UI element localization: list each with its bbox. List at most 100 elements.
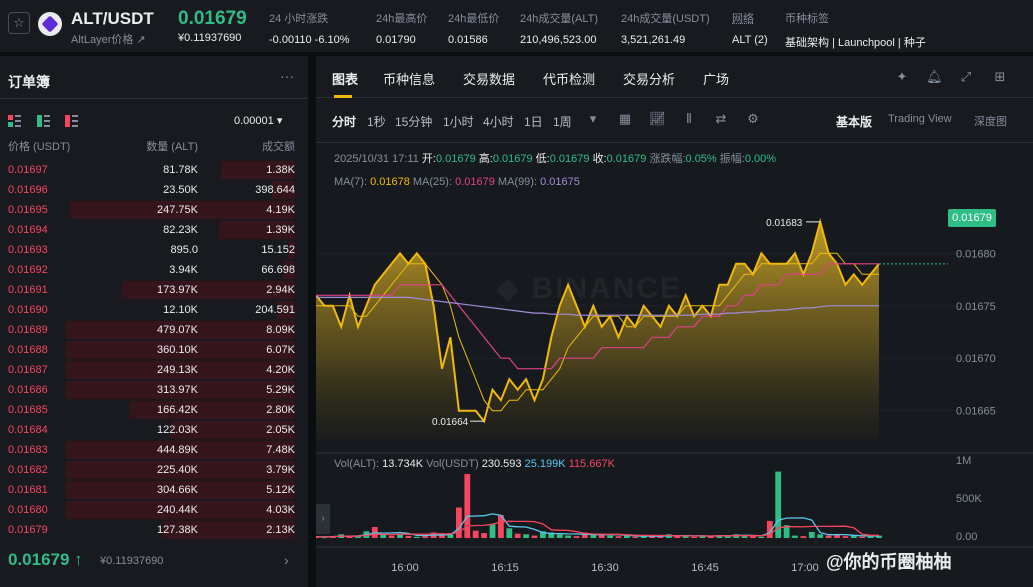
bell-icon[interactable]: 🔔︎ xyxy=(926,69,943,84)
depth-bar xyxy=(288,241,295,259)
ask-row[interactable]: 0.01681 304.66K 5.12K xyxy=(0,480,308,500)
ask-row[interactable]: 0.01679 127.38K 2.13K xyxy=(0,520,308,540)
indicator-chart-icon[interactable]: 📈︎ xyxy=(649,111,666,126)
ask-quantity: 12.10K xyxy=(163,304,198,316)
grid-layout-icon[interactable]: ⊞ xyxy=(994,69,1006,84)
ask-row[interactable]: 0.01687 249.13K 4.20K xyxy=(0,360,308,380)
ask-row[interactable]: 0.01691 173.97K 2.94K xyxy=(0,280,308,300)
ask-row[interactable]: 0.01683 444.89K 7.48K xyxy=(0,440,308,460)
layout-bids-icon[interactable] xyxy=(37,115,50,127)
binance-watermark: ◆ BINANCE xyxy=(496,272,683,305)
vol-value: 13.734K xyxy=(382,458,424,470)
interval-timeline[interactable]: 分时 xyxy=(332,115,357,129)
volume-bar xyxy=(481,533,487,538)
ask-price: 0.01681 xyxy=(8,484,48,496)
depth-bar xyxy=(65,461,295,479)
brand-watermark: @你的币圈柚柚 xyxy=(826,552,952,572)
stat-label: 24 小时涨跌 xyxy=(269,13,329,25)
ask-row[interactable]: 0.01697 81.78K 1.38K xyxy=(0,160,308,180)
view-tradingview[interactable]: Trading View xyxy=(888,113,952,125)
stat-coin-tags[interactable]: 币种标签 基础架构 | Launchpool | 种子 xyxy=(785,10,926,50)
ask-row[interactable]: 0.01693 895.0 15.152 xyxy=(0,240,308,260)
volume-bar xyxy=(531,535,538,538)
volume-bar xyxy=(548,532,555,538)
ask-row[interactable]: 0.01685 166.42K 2.80K xyxy=(0,400,308,420)
depth-bar xyxy=(65,381,295,399)
ask-row[interactable]: 0.01690 12.10K 204.591 xyxy=(0,300,308,320)
ask-row[interactable]: 0.01695 247.75K 4.19K xyxy=(0,200,308,220)
dropdown-caret-icon[interactable]: ▾ xyxy=(589,111,597,126)
ask-row[interactable]: 0.01688 360.10K 6.07K xyxy=(0,340,308,360)
volume-bar xyxy=(758,536,765,538)
x-tick-label: 16:45 xyxy=(691,562,719,574)
expand-sidebar-icon[interactable]: › xyxy=(316,504,330,534)
header-price: 价格 (USDT) xyxy=(8,141,71,153)
tab-trade-analysis[interactable]: 交易分析 xyxy=(623,72,676,87)
ask-row[interactable]: 0.01680 240.44K 4.03K xyxy=(0,500,308,520)
tab-trading-data[interactable]: 交易数据 xyxy=(463,72,516,87)
interval-1d[interactable]: 1日 xyxy=(524,115,543,129)
ask-row[interactable]: 0.01684 122.03K 2.05K xyxy=(0,420,308,440)
interval-1h[interactable]: 1小时 xyxy=(443,115,474,129)
ask-total: 5.12K xyxy=(266,484,295,496)
stat-24h-change: 24 小时涨跌 -0.00110 -6.10% xyxy=(269,10,350,46)
ask-total: 2.13K xyxy=(266,524,295,536)
layout-asks-icon[interactable] xyxy=(65,115,78,127)
price-chart-svg[interactable]: 0.01680 0.01675 0.01670 0.01665 0.01683 0.016… xyxy=(316,143,1033,587)
ask-quantity: 444.89K xyxy=(157,444,198,456)
ask-row[interactable]: 0.01682 225.40K 3.79K xyxy=(0,460,308,480)
ask-quantity: 240.44K xyxy=(157,504,198,516)
ask-quantity: 81.78K xyxy=(163,164,198,176)
volume-bar xyxy=(346,536,353,538)
ohlc-change: 0.05% xyxy=(685,153,717,165)
ask-price: 0.01693 xyxy=(8,244,48,256)
ask-quantity: 173.97K xyxy=(157,284,198,296)
candle-style-icon[interactable]: ⫴ xyxy=(686,111,692,126)
chevron-right-icon[interactable]: › xyxy=(284,552,289,568)
stat-network[interactable]: 网络 ALT (2) xyxy=(732,10,768,46)
tab-coin-info[interactable]: 币种信息 xyxy=(383,72,436,87)
ask-row[interactable]: 0.01692 3.94K 66.698 xyxy=(0,260,308,280)
tick-size-select[interactable]: 0.00001 ▾ xyxy=(234,115,283,127)
calendar-icon[interactable]: ▦ xyxy=(618,111,632,126)
ask-quantity: 122.03K xyxy=(157,424,198,436)
ask-row[interactable]: 0.01696 23.50K 398.644 xyxy=(0,180,308,200)
interval-1w[interactable]: 1周 xyxy=(553,115,572,129)
ai-sparkle-icon[interactable]: ✦ xyxy=(896,69,908,84)
volume-bar xyxy=(640,536,647,538)
more-icon[interactable]: ··· xyxy=(280,68,294,84)
layout-both-icon[interactable] xyxy=(8,115,21,127)
volume-bar xyxy=(724,536,731,538)
favorite-star-icon[interactable]: ☆ xyxy=(8,12,30,34)
trading-pair[interactable]: ALT/USDT xyxy=(71,9,154,28)
coin-price-link[interactable]: AltLayer价格 ↗ xyxy=(71,34,146,46)
ask-total: 4.20K xyxy=(266,364,295,376)
price-area xyxy=(316,221,879,439)
view-depth[interactable]: 深度图 xyxy=(974,116,1007,128)
tab-chart[interactable]: 图表 xyxy=(332,72,359,87)
x-tick-label: 16:00 xyxy=(391,562,419,574)
ask-total: 15.152 xyxy=(261,244,295,256)
tab-square[interactable]: 广场 xyxy=(703,72,730,87)
interval-4h[interactable]: 4小时 xyxy=(483,115,514,129)
depth-bar xyxy=(65,481,295,499)
ask-total: 2.05K xyxy=(266,424,295,436)
vol-usdt-value: 230.593 xyxy=(481,458,522,470)
ask-row[interactable]: 0.01686 313.97K 5.29K xyxy=(0,380,308,400)
x-tick-label: 16:15 xyxy=(491,562,519,574)
y-tick-label: 0.01665 xyxy=(956,406,996,418)
compare-icon[interactable]: ⇄ xyxy=(715,111,727,126)
ask-row[interactable]: 0.01689 479.07K 8.09K xyxy=(0,320,308,340)
price-chart[interactable]: ◆ BINANCE 0.01680 0.01675 0.01670 0.01665 0.… xyxy=(316,142,1033,587)
settings-icon[interactable]: ⚙ xyxy=(747,111,759,126)
stat-label: 24h最高价 xyxy=(376,13,428,25)
ask-price: 0.01692 xyxy=(8,264,48,276)
view-basic[interactable]: 基本版 xyxy=(836,115,873,129)
ask-row[interactable]: 0.01694 82.23K 1.39K xyxy=(0,220,308,240)
ask-total: 204.591 xyxy=(255,304,295,316)
interval-15m[interactable]: 15分钟 xyxy=(395,115,433,129)
interval-1s[interactable]: 1秒 xyxy=(367,115,386,129)
ohlc-high-label: 高: xyxy=(478,153,493,165)
fullscreen-icon[interactable]: ⤢ xyxy=(960,69,972,84)
tab-token-check[interactable]: 代币检测 xyxy=(543,72,596,87)
